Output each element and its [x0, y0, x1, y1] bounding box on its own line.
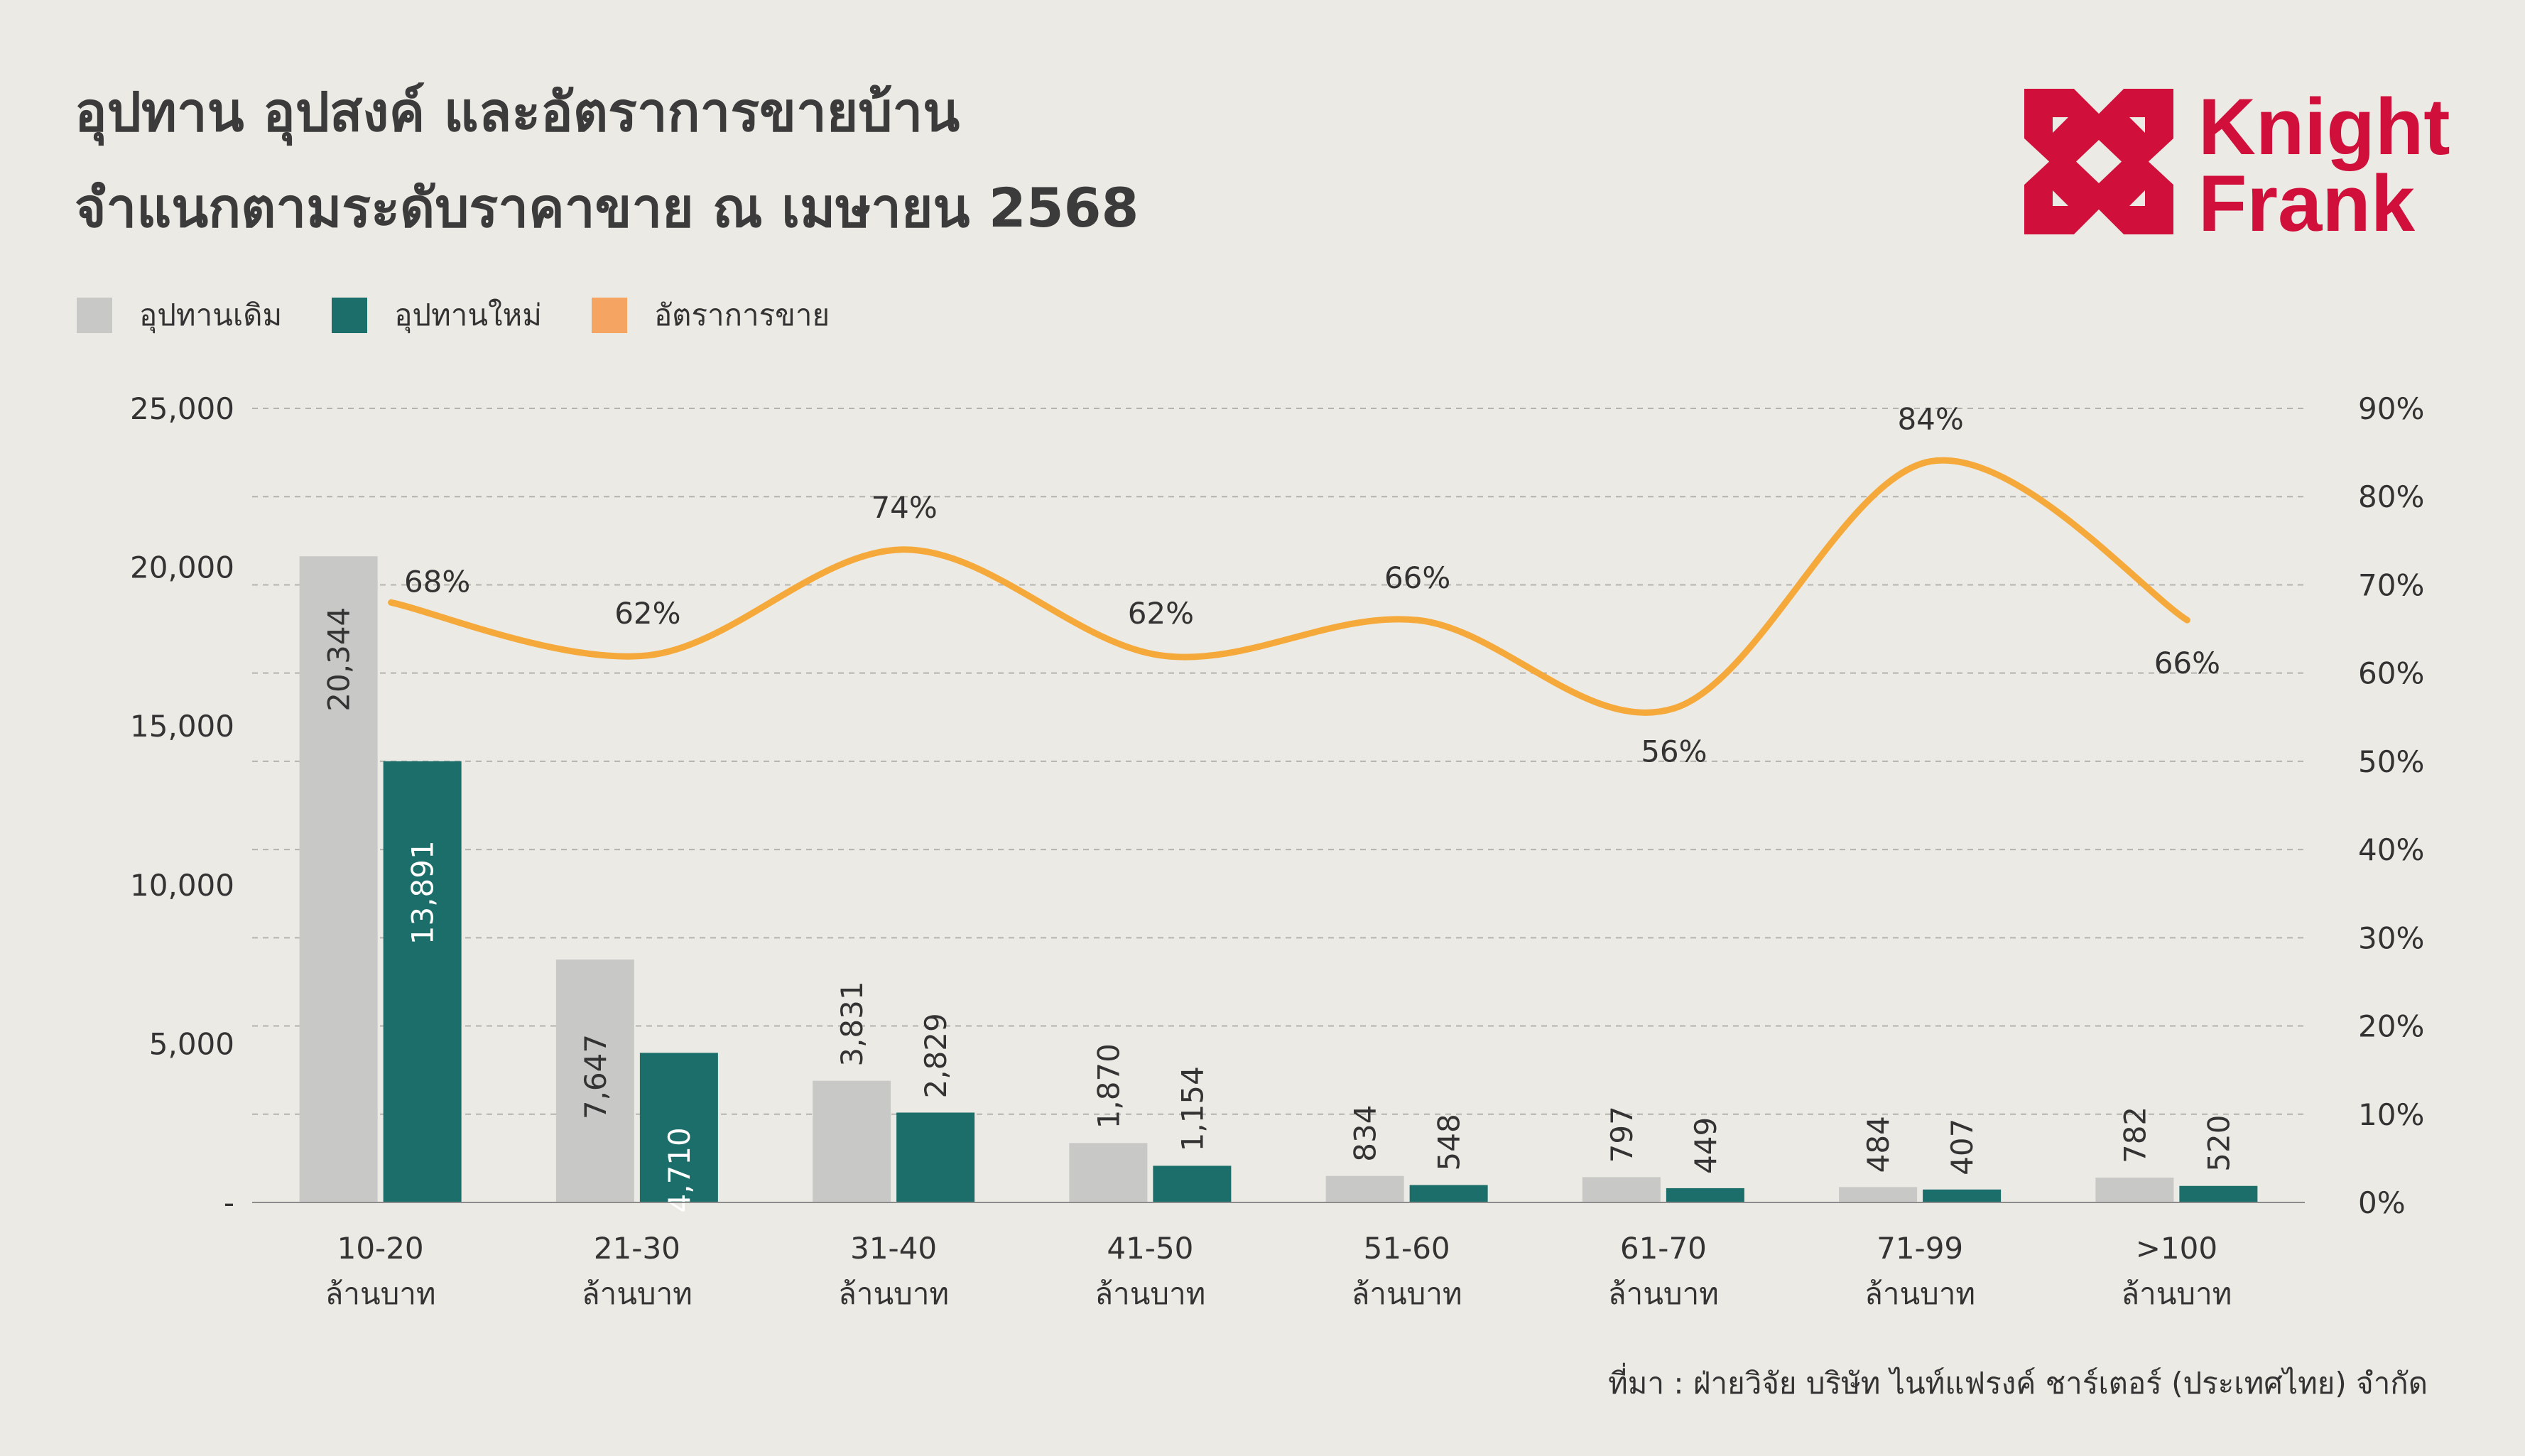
bar-new-supply: [1923, 1189, 2002, 1202]
sales-rate-label: 56%: [1641, 734, 1707, 768]
logo-word-frank: Frank: [2198, 159, 2415, 248]
x-axis-tick-label: >100: [2136, 1231, 2217, 1266]
legend-label-new-supply: อุปทานใหม่: [394, 298, 542, 332]
right-axis-tick-label: 50%: [2358, 744, 2424, 779]
legend-label-old-supply: อุปทานเดิม: [139, 298, 283, 332]
bar-old-supply: [1582, 1177, 1661, 1202]
sales-rate-label: 66%: [1384, 560, 1450, 595]
bar-value-label-new-supply: 520: [2201, 1115, 2236, 1172]
right-axis-tick-label: 10%: [2358, 1097, 2424, 1132]
sales-rate-label: 84%: [1897, 402, 1963, 437]
bar-old-supply: [813, 1080, 891, 1202]
sales-rate-label: 66%: [2154, 646, 2220, 680]
sales-rate-label: 74%: [871, 490, 937, 525]
right-axis-tick-label: 30%: [2358, 920, 2424, 955]
bar-value-label-old-supply: 3,831: [835, 981, 869, 1066]
bar-value-label-new-supply: 4,710: [662, 1127, 697, 1212]
bar-new-supply: [1153, 1166, 1232, 1202]
x-axis-tick-label-unit: ล้านบาท: [1352, 1276, 1462, 1311]
bar-value-label-old-supply: 797: [1604, 1106, 1639, 1163]
right-axis-tick-label: 20%: [2358, 1009, 2424, 1044]
x-axis-tick-label: 10-20: [337, 1231, 424, 1266]
bar-old-supply: [1839, 1187, 1918, 1202]
left-axis-tick-label: -: [224, 1185, 234, 1220]
bar-value-label-new-supply: 13,891: [406, 840, 440, 945]
title-line-2: จำแนกตามระดับราคาขาย ณ เมษายน 2568: [75, 176, 1139, 239]
legend-item-old-supply: อุปทานเดิม: [77, 292, 282, 339]
logo-word-knight: Knight: [2198, 82, 2450, 171]
right-axis-tick-label: 80%: [2358, 479, 2424, 514]
x-axis-tick-label-unit: ล้านบาท: [1864, 1276, 1975, 1311]
right-axis-tick-label: 90%: [2358, 391, 2424, 426]
bar-new-supply: [2179, 1185, 2258, 1202]
bar-value-label-new-supply: 2,829: [918, 1013, 953, 1098]
bar-value-label-new-supply: 449: [1688, 1117, 1723, 1174]
bar-old-supply: [555, 960, 634, 1202]
bar-new-supply: [639, 1053, 718, 1202]
legend-swatch-sales-rate: [591, 298, 627, 333]
source-note: ที่มา : ฝ่ายวิจัย บริษัท ไนท์แฟรงค์ ชาร์…: [1608, 1366, 2428, 1401]
x-axis-tick-label-unit: ล้านบาท: [325, 1276, 436, 1311]
bar-value-label-new-supply: 548: [1432, 1114, 1467, 1170]
bar-value-label-new-supply: 1,154: [1175, 1066, 1210, 1151]
sales-rate-label: 62%: [1128, 596, 1194, 631]
sales-rate-label: 62%: [614, 596, 680, 631]
bar-value-label-old-supply: 7,647: [578, 1034, 613, 1119]
bar-old-supply: [1325, 1175, 1404, 1202]
bar-old-supply: [2095, 1178, 2174, 1202]
x-axis-tick-label: 71-99: [1877, 1231, 1963, 1266]
legend-item-new-supply: อุปทานใหม่: [332, 292, 542, 339]
right-axis-tick-label: 60%: [2358, 656, 2424, 691]
x-axis-tick-label-unit: ล้านบาท: [582, 1276, 693, 1311]
sales-rate-label: 68%: [404, 564, 470, 599]
x-axis-tick-label: 31-40: [850, 1231, 937, 1266]
knight-frank-logo: Knight Frank: [2024, 87, 2450, 244]
right-axis-tick-label: 40%: [2358, 832, 2424, 867]
x-axis-tick-label: 61-70: [1620, 1231, 1707, 1266]
bar-new-supply: [1666, 1188, 1744, 1202]
bar-value-label-old-supply: 782: [2117, 1107, 2152, 1163]
x-axis-tick-label: 41-50: [1107, 1231, 1193, 1266]
right-axis-tick-label: 70%: [2358, 567, 2424, 602]
legend-label-sales-rate: อัตราการขาย: [653, 298, 830, 332]
x-axis-tick-label-unit: ล้านบาท: [2121, 1276, 2232, 1311]
left-axis-tick-label: 5,000: [149, 1026, 234, 1061]
bar-new-supply: [1409, 1185, 1488, 1202]
x-axis-tick-label-unit: ล้านบาท: [838, 1276, 949, 1311]
legend-swatch-new-supply: [332, 298, 368, 333]
bar-value-label-old-supply: 484: [1861, 1116, 1896, 1173]
legend-swatch-old-supply: [77, 298, 112, 333]
legend-item-sales-rate: อัตราการขาย: [591, 292, 830, 339]
title-line-1: อุปทาน อุปสงค์ และอัตราการขายบ้าน: [75, 80, 960, 143]
x-axis-tick-label-unit: ล้านบาท: [1095, 1276, 1205, 1311]
x-axis-tick-label: 51-60: [1364, 1231, 1450, 1266]
sales-rate-line: [388, 457, 2190, 716]
bar-old-supply: [299, 556, 378, 1202]
left-axis-tick-label: 15,000: [130, 709, 234, 744]
x-axis-tick-label: 21-30: [594, 1231, 680, 1266]
bar-old-supply: [1069, 1143, 1148, 1202]
bar-value-label-new-supply: 407: [1945, 1119, 1980, 1175]
bar-new-supply: [383, 761, 462, 1202]
x-axis-tick-label-unit: ล้านบาท: [1608, 1276, 1719, 1311]
bar-value-label-old-supply: 1,870: [1091, 1043, 1126, 1129]
logo-wordmark: Knight Frank: [2198, 82, 2450, 248]
right-axis-tick-label: 0%: [2358, 1185, 2406, 1220]
left-axis-tick-label: 25,000: [130, 391, 234, 426]
left-axis-tick-label: 10,000: [130, 868, 234, 903]
legend: อุปทานเดิม อุปทานใหม่ อัตราการขาย: [77, 295, 879, 336]
left-axis-tick-label: 20,000: [130, 550, 234, 585]
chart-title: อุปทาน อุปสงค์ และอัตราการขายบ้าน จำแนกต…: [75, 85, 1139, 277]
bar-new-supply: [896, 1112, 975, 1202]
bar-value-label-old-supply: 20,344: [322, 607, 357, 712]
logo-mark-icon: [2024, 89, 2173, 234]
bar-value-label-old-supply: 834: [1348, 1105, 1383, 1162]
